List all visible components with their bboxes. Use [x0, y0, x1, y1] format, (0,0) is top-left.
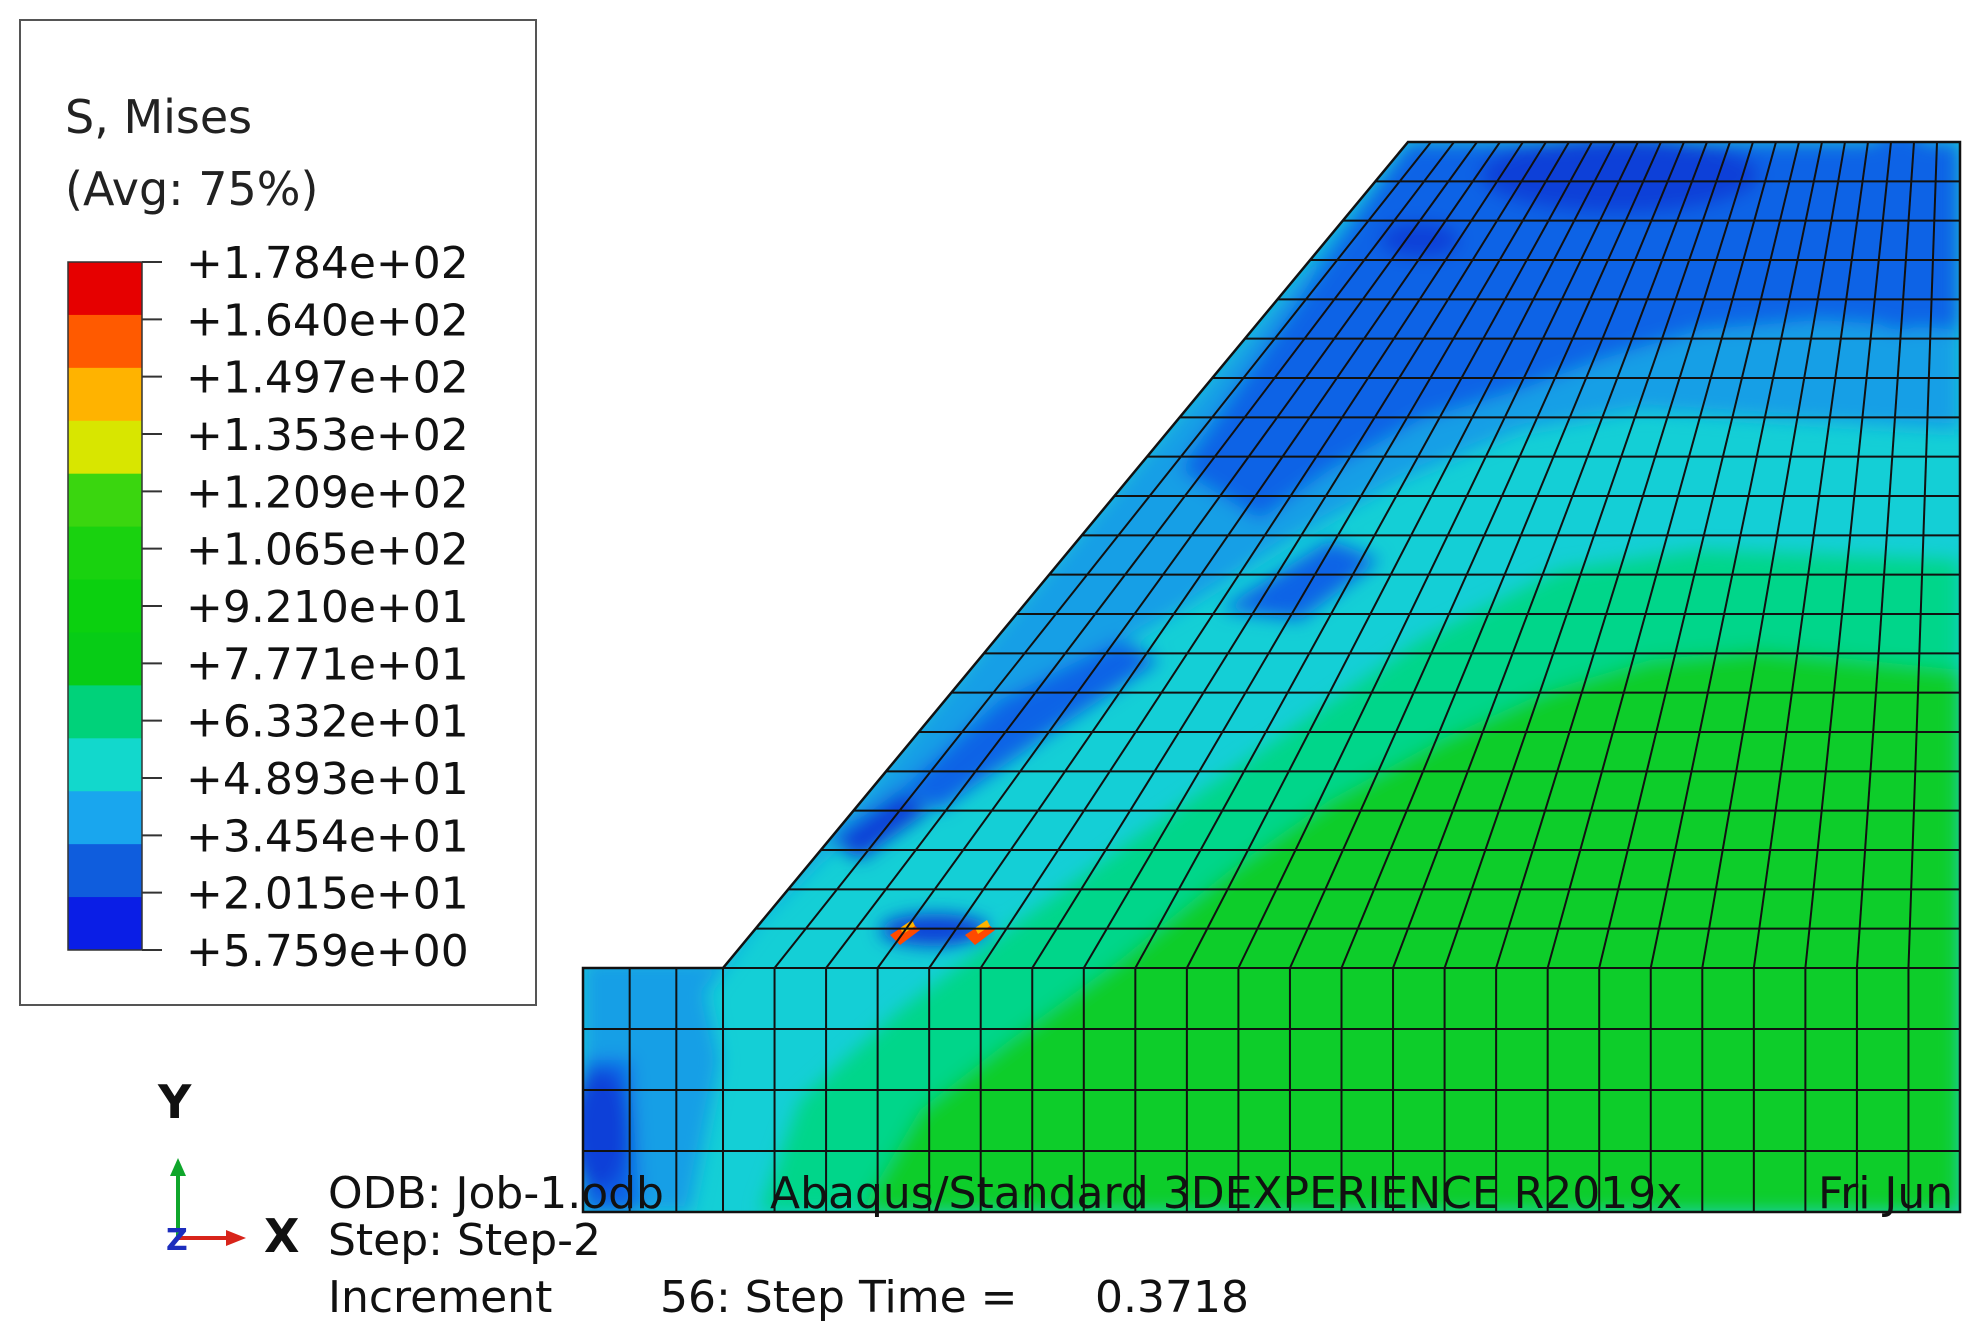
odb-name: ODB: Job-1.odb: [328, 1168, 664, 1219]
legend-value-label: +7.771e+01: [186, 639, 469, 690]
legend-band: [68, 791, 142, 845]
model-outline: [581, 140, 1962, 1214]
legend-value-label: +1.353e+02: [186, 410, 469, 461]
legend-value-label: +5.759e+00: [186, 926, 469, 977]
legend-band: [68, 579, 142, 633]
legend-band: [68, 844, 142, 898]
legend-band: [68, 526, 142, 581]
legend-color-bar: [67, 261, 143, 951]
triad-x-label: X: [264, 1209, 299, 1263]
legend-title: S, Mises: [65, 90, 252, 144]
legend-value-label: +9.210e+01: [186, 582, 469, 633]
step-time-value: 0.3718: [1095, 1272, 1249, 1323]
legend-value-label: +1.065e+02: [186, 525, 469, 576]
legend-subtitle: (Avg: 75%): [65, 162, 318, 216]
legend-value-label: +4.893e+01: [186, 754, 469, 805]
legend-value-label: +1.497e+02: [186, 353, 469, 404]
legend-value-label: +2.015e+01: [186, 869, 469, 920]
legend-ticks: [142, 261, 162, 951]
run-date: Fri Jun: [1818, 1168, 1953, 1219]
legend-band: [68, 314, 142, 369]
legend-value-label: +1.209e+02: [186, 467, 469, 518]
step-name: Step: Step-2: [328, 1215, 601, 1266]
axis-triad: Y Z X: [157, 1075, 299, 1263]
legend-value-labels: +1.784e+02 +1.640e+02 +1.497e+02 +1.353e+02…: [186, 238, 469, 977]
viewport-info-block: ODB: Job-1.odb Abaqus/Standard 3DEXPERIE…: [328, 1168, 1953, 1323]
legend-band: [68, 420, 142, 475]
fe-model: [581, 140, 1962, 1214]
stress-contour: [583, 142, 1960, 1212]
increment-label: Increment: [328, 1272, 552, 1323]
contour-legend: S, Mises (Avg: 75%) +1.784e+02 +1.640e+02…: [19, 19, 537, 1006]
legend-band: [68, 897, 142, 951]
legend-band: [68, 685, 142, 739]
legend-value-label: +3.454e+01: [186, 811, 469, 862]
legend-band: [68, 262, 142, 316]
legend-band: [68, 738, 142, 792]
legend-value-label: +1.784e+02: [186, 238, 469, 289]
legend-value-label: +1.640e+02: [186, 295, 469, 346]
triad-y-label: Y: [157, 1075, 192, 1129]
triad-x-arrowhead: [226, 1230, 246, 1246]
triad-y-arrowhead: [170, 1158, 186, 1176]
legend-band: [68, 473, 142, 528]
solver-version: Abaqus/Standard 3DEXPERIENCE R2019x: [770, 1168, 1682, 1219]
legend-band: [68, 632, 142, 686]
legend-band: [68, 367, 142, 422]
legend-value-label: +6.332e+01: [186, 697, 469, 748]
triad-z-label: Z: [166, 1223, 188, 1258]
increment-value: 56: Step Time =: [660, 1272, 1018, 1323]
